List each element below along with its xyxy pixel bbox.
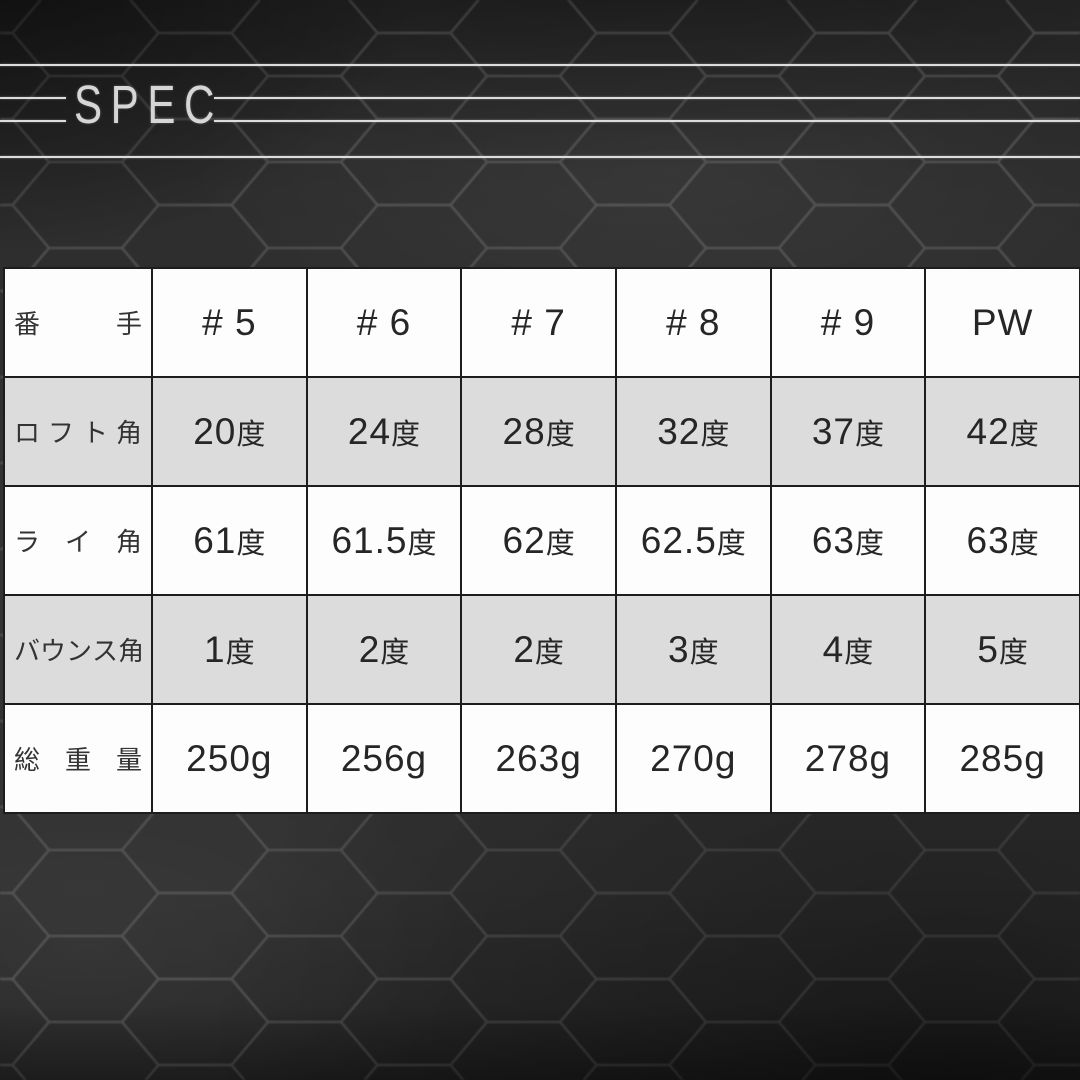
spec-table: 番手 # 5 # 6 # 7 # 8 # 9 PW ロフト角 20度 24度 28度 32度 37度 42… (3, 267, 1080, 814)
spec-cell: 270g (614, 703, 772, 814)
spec-cell: 32度 (614, 376, 772, 487)
spec-cell: PW (924, 267, 1080, 378)
spec-cell: 61度 (151, 485, 308, 596)
row-header-label: ロフト角 (3, 376, 153, 487)
divider-line-top (0, 64, 1080, 66)
row-header-label: ライ角 (3, 485, 153, 596)
spec-cell: 24度 (305, 376, 463, 487)
spec-cell: 63度 (924, 485, 1080, 596)
spec-cell: 20度 (151, 376, 308, 487)
spec-cell: 3度 (614, 594, 772, 705)
spec-cell: 63度 (769, 485, 927, 596)
divider-line-bottom (0, 156, 1080, 158)
row-header-label: 総重量 (3, 703, 153, 814)
spec-cell: 285g (924, 703, 1080, 814)
spec-row-2: ライ角 61度 61.5度 62度 62.5度 63度 63度 (3, 485, 1080, 596)
title-rule-lower-left (0, 120, 66, 122)
spec-cell: # 5 (151, 267, 308, 378)
row-header-label: 番手 (3, 267, 153, 378)
spec-cell: 28度 (460, 376, 617, 487)
spec-cell: 62度 (460, 485, 617, 596)
spec-cell: 263g (460, 703, 617, 814)
spec-cell: # 9 (769, 267, 927, 378)
spec-row-1: ロフト角 20度 24度 28度 32度 37度 42度 (3, 376, 1080, 487)
spec-cell: 42度 (924, 376, 1080, 487)
spec-cell: 250g (151, 703, 308, 814)
title-rule-lower-right (214, 120, 1080, 122)
title-rule-upper-right (214, 97, 1080, 99)
spec-cell: 278g (769, 703, 927, 814)
spec-cell: 2度 (305, 594, 463, 705)
spec-cell: 61.5度 (305, 485, 463, 596)
spec-cell: 5度 (924, 594, 1080, 705)
spec-cell: 4度 (769, 594, 927, 705)
spec-cell: # 6 (305, 267, 463, 378)
spec-cell: # 7 (460, 267, 617, 378)
title-rule-upper-left (0, 97, 66, 99)
spec-cell: 2度 (460, 594, 617, 705)
spec-cell: # 8 (614, 267, 772, 378)
spec-cell: 62.5度 (614, 485, 772, 596)
page-title: SPEC (74, 75, 224, 135)
spec-cell: 1度 (151, 594, 308, 705)
spec-cell: 37度 (769, 376, 927, 487)
spec-cell: 256g (305, 703, 463, 814)
spec-row-4: 総重量 250g 256g 263g 270g 278g 285g (3, 703, 1080, 814)
row-header-label: バウンス角 (3, 594, 153, 705)
spec-row-0: 番手 # 5 # 6 # 7 # 8 # 9 PW (3, 267, 1080, 378)
spec-row-3: バウンス角 1度 2度 2度 3度 4度 5度 (3, 594, 1080, 705)
